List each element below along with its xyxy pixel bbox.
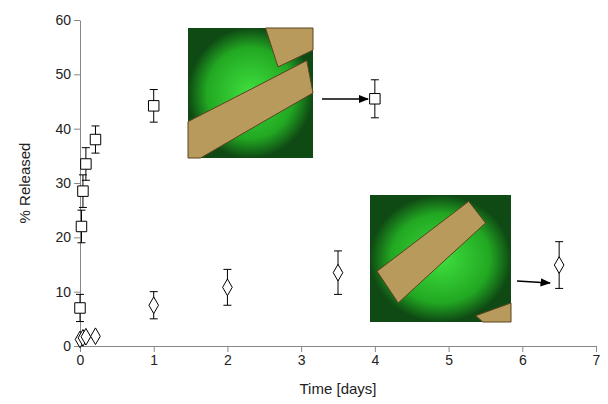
- point: [223, 279, 233, 296]
- x-tick: 6: [519, 346, 527, 368]
- inset-image: [188, 28, 313, 158]
- inset-strip: [377, 201, 486, 303]
- y-tick-mark: [74, 74, 80, 75]
- y-axis-title: % Released: [16, 143, 33, 224]
- point: [149, 297, 159, 314]
- chart: 0 1 2 3 4 5 6 7 0 10 20 30 40 50 60 Time [days] % Releas…: [0, 0, 608, 404]
- y-tick: 60: [55, 12, 80, 28]
- inset-background: [188, 28, 313, 158]
- x-tick-label: 3: [298, 352, 306, 368]
- y-tick: 10: [55, 284, 80, 300]
- point: [91, 328, 101, 345]
- x-axis: 0 1 2 3 4 5 6 7: [77, 346, 601, 368]
- x-tick-label: 7: [593, 352, 601, 368]
- x-axis-line: [81, 346, 597, 347]
- y-tick-mark: [74, 237, 80, 238]
- point: [333, 264, 343, 281]
- arrow: [517, 281, 550, 283]
- point: [81, 328, 91, 345]
- inset-strip: [476, 303, 511, 322]
- x-tick: 2: [224, 346, 232, 368]
- y-tick-label: 60: [55, 12, 71, 28]
- x-tick-label: 1: [150, 352, 158, 368]
- x-axis-title: Time [days]: [300, 380, 377, 397]
- x-tick: 0: [77, 346, 85, 368]
- point: [75, 303, 85, 313]
- marks: [75, 80, 564, 348]
- point: [554, 257, 564, 274]
- x-tick-label: 6: [519, 352, 527, 368]
- point: [90, 134, 100, 144]
- y-tick: 30: [55, 175, 80, 191]
- x-tick: 5: [445, 346, 453, 368]
- y-tick-label: 50: [55, 66, 71, 82]
- inset-strip: [188, 61, 313, 159]
- inset-background: [370, 195, 511, 322]
- inset-strip: [266, 28, 314, 67]
- x-tick-label: 2: [224, 352, 232, 368]
- error-bar: [150, 292, 158, 319]
- inset-image: [370, 195, 511, 322]
- y-tick-mark: [74, 292, 80, 293]
- point: [148, 101, 158, 111]
- point: [81, 159, 91, 169]
- x-tick: 4: [371, 346, 379, 368]
- x-tick: 1: [150, 346, 158, 368]
- point: [78, 186, 88, 196]
- y-tick-mark: [74, 129, 80, 130]
- x-tick-label: 5: [445, 352, 453, 368]
- error-bar: [555, 242, 563, 289]
- y-tick-label: 0: [63, 338, 71, 354]
- x-tick: 7: [593, 346, 601, 368]
- point: [76, 221, 86, 231]
- y-tick-label: 40: [55, 121, 71, 137]
- y-tick-label: 10: [55, 284, 71, 300]
- y-tick-label: 30: [55, 175, 71, 191]
- x-tick: 3: [298, 346, 306, 368]
- y-tick-mark: [74, 183, 80, 184]
- error-bar: [223, 269, 231, 305]
- y-tick-label: 20: [55, 229, 71, 245]
- y-tick: 40: [55, 121, 80, 137]
- error-bar: [334, 251, 342, 294]
- y-tick-mark: [74, 20, 80, 21]
- plot: 0 1 2 3 4 5 6 7 0 10 20 30 40 50 60: [55, 12, 600, 368]
- point: [370, 94, 380, 104]
- arrow: [322, 98, 368, 100]
- x-tick-label: 0: [77, 352, 85, 368]
- x-tick-label: 4: [371, 352, 379, 368]
- y-tick: 50: [55, 66, 80, 82]
